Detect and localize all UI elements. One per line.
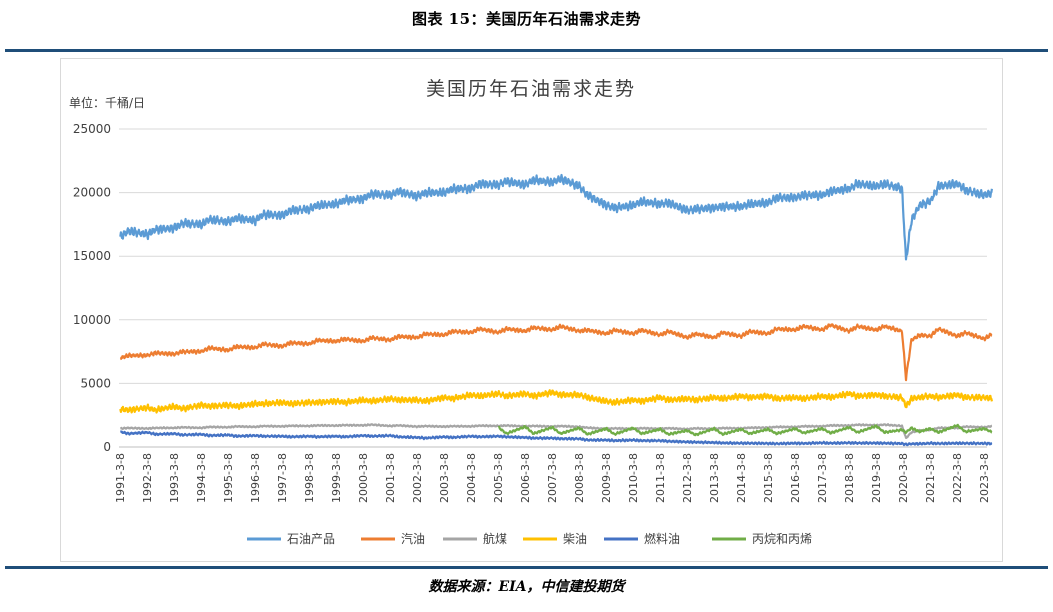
- x-tick-label: 1997-3-8: [276, 453, 289, 503]
- x-tick-label: 2021-3-8: [924, 453, 937, 503]
- x-tick-label: 2012-3-8: [681, 453, 694, 503]
- x-tick-label: 2018-3-8: [843, 453, 856, 503]
- chart-container: 美国历年石油需求走势 单位：千桶/日 0 5000 10000 15000 20000 2…: [60, 58, 1003, 562]
- y-tick-label: 0: [103, 440, 111, 454]
- legend: 石油产品 汽油 航煤 柴油 燃料油 丙烷和丙烯: [247, 531, 812, 546]
- series-lines: [119, 173, 993, 447]
- y-axis-ticks: 0 5000 10000 15000 20000 25000: [73, 122, 111, 454]
- legend-label-1: 汽油: [401, 531, 425, 546]
- legend-label-2: 航煤: [483, 531, 507, 546]
- x-tick-label: 1999-3-8: [330, 453, 343, 503]
- x-tick-label: 2006-3-8: [519, 453, 532, 503]
- x-tick-label: 2002-3-8: [411, 453, 424, 503]
- y-tick-label: 25000: [73, 122, 111, 136]
- series-line-0: [119, 173, 993, 261]
- x-tick-label: 1998-3-8: [303, 453, 316, 503]
- x-tick-label: 2008-3-8: [573, 453, 586, 503]
- legend-label-4: 燃料油: [644, 531, 680, 546]
- legend-label-3: 柴油: [563, 532, 587, 546]
- x-tick-label: 2017-3-8: [816, 453, 829, 503]
- x-tick-label: 2010-3-8: [627, 453, 640, 503]
- chart-title: 美国历年石油需求走势: [426, 78, 636, 100]
- x-tick-label: 1996-3-8: [249, 453, 262, 503]
- y-tick-label: 15000: [73, 249, 111, 263]
- x-tick-label: 1991-3-8: [114, 453, 127, 503]
- series-line-5: [497, 423, 993, 437]
- gridlines: [119, 128, 987, 448]
- x-tick-label: 2011-3-8: [654, 453, 667, 503]
- x-tick-label: 1992-3-8: [141, 453, 154, 503]
- x-tick-label: 2020-3-8: [897, 453, 910, 503]
- source-note: 数据来源：EIA，中信建投期货: [428, 579, 625, 595]
- x-tick-label: 2014-3-8: [735, 453, 748, 503]
- figure-title: 图表 15：美国历年石油需求走势: [411, 10, 642, 28]
- x-tick-label: 1993-3-8: [168, 453, 181, 503]
- x-tick-label: 2019-3-8: [870, 453, 883, 503]
- legend-label-0: 石油产品: [287, 532, 335, 546]
- x-tick-label: 1994-3-8: [195, 453, 208, 503]
- bottom-divider: [5, 566, 1048, 569]
- x-tick-label: 2003-3-8: [438, 453, 451, 503]
- x-tick-label: 2004-3-8: [465, 453, 478, 503]
- x-tick-label: 2009-3-8: [600, 453, 613, 503]
- series-line-3: [119, 389, 993, 414]
- x-tick-label: 1995-3-8: [222, 453, 235, 503]
- series-line-1: [119, 323, 993, 382]
- top-divider: [5, 49, 1048, 52]
- x-tick-label: 2023-3-8: [978, 453, 991, 503]
- line-chart: 美国历年石油需求走势 单位：千桶/日 0 5000 10000 15000 20000 2…: [69, 78, 993, 546]
- legend-label-5: 丙烷和丙烯: [752, 532, 812, 546]
- x-tick-label: 2005-3-8: [492, 453, 505, 503]
- x-tick-label: 2013-3-8: [708, 453, 721, 503]
- x-axis-ticks: 1991-3-8 1992-3-8 1993-3-8 1994-3-8 1995-3-8…: [114, 453, 991, 503]
- x-tick-label: 2000-3-8: [357, 453, 370, 503]
- y-tick-label: 20000: [73, 186, 111, 200]
- series-line-4: [119, 430, 993, 447]
- x-tick-label: 2016-3-8: [789, 453, 802, 503]
- x-tick-label: 2007-3-8: [546, 453, 559, 503]
- y-tick-label: 10000: [73, 313, 111, 327]
- unit-label: 单位：千桶/日: [69, 95, 145, 110]
- x-tick-label: 2022-3-8: [951, 453, 964, 503]
- y-tick-label: 5000: [80, 376, 111, 390]
- x-tick-label: 2001-3-8: [384, 453, 397, 503]
- x-tick-label: 2015-3-8: [762, 453, 775, 503]
